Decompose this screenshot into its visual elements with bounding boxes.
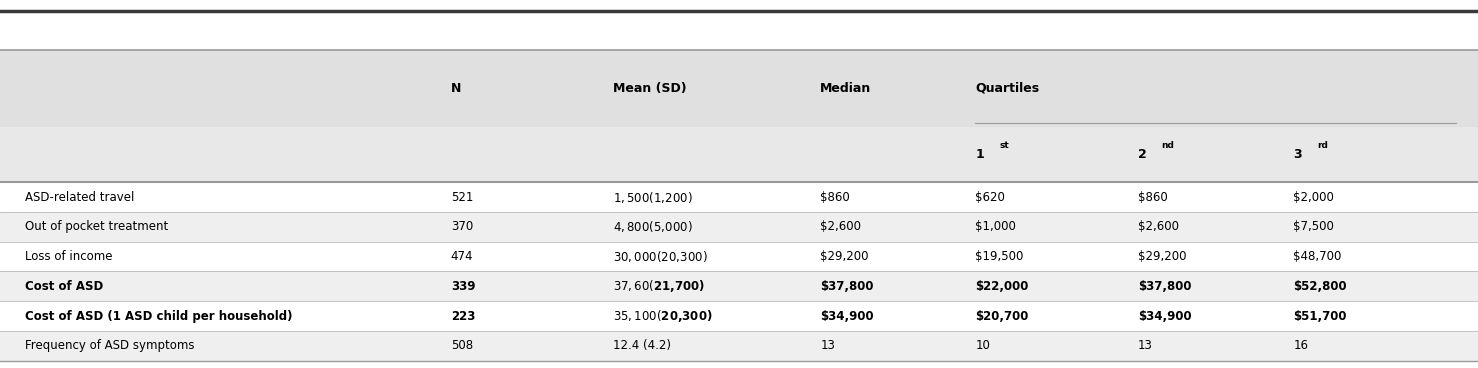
Text: 16: 16	[1293, 339, 1308, 352]
Text: $37,60 ($21,700): $37,60 ($21,700)	[613, 278, 705, 294]
Text: $2,600: $2,600	[820, 220, 862, 233]
Text: $860: $860	[1138, 191, 1168, 204]
Text: 12.4 (4.2): 12.4 (4.2)	[613, 339, 671, 352]
Text: $22,000: $22,000	[975, 280, 1029, 293]
Text: Loss of income: Loss of income	[25, 250, 112, 263]
Text: 10: 10	[975, 339, 990, 352]
Text: $35,100 ($20,300): $35,100 ($20,300)	[613, 308, 712, 324]
Text: $34,900: $34,900	[820, 309, 873, 322]
Bar	[0, 301, 1478, 331]
Bar	[0, 242, 1478, 272]
Text: 3: 3	[1293, 148, 1302, 161]
Text: 508: 508	[451, 339, 473, 352]
Text: $860: $860	[820, 191, 850, 204]
Text: 13: 13	[820, 339, 835, 352]
Bar	[0, 182, 1478, 212]
Text: Cost of ASD (1 ASD child per household): Cost of ASD (1 ASD child per household)	[25, 309, 293, 322]
Text: 521: 521	[451, 191, 473, 204]
Text: 339: 339	[451, 280, 476, 293]
Text: nd: nd	[1162, 141, 1175, 150]
Text: st: st	[999, 141, 1009, 150]
Text: 474: 474	[451, 250, 473, 263]
Text: 13: 13	[1138, 339, 1153, 352]
Text: $7,500: $7,500	[1293, 220, 1335, 233]
Text: $34,900: $34,900	[1138, 309, 1191, 322]
Text: $1,500 ($1,200): $1,500 ($1,200)	[613, 190, 693, 205]
Bar	[0, 331, 1478, 361]
Text: rd: rd	[1317, 141, 1327, 150]
Text: $37,800: $37,800	[1138, 280, 1191, 293]
Text: Frequency of ASD symptoms: Frequency of ASD symptoms	[25, 339, 195, 352]
Text: $19,500: $19,500	[975, 250, 1024, 263]
Text: Out of pocket treatment: Out of pocket treatment	[25, 220, 168, 233]
Text: 223: 223	[451, 309, 474, 322]
Text: $1,000: $1,000	[975, 220, 1017, 233]
Text: Median: Median	[820, 82, 872, 95]
Text: $51,700: $51,700	[1293, 309, 1346, 322]
Text: N: N	[451, 82, 461, 95]
Text: $52,800: $52,800	[1293, 280, 1346, 293]
Text: $48,700: $48,700	[1293, 250, 1342, 263]
Text: $2,600: $2,600	[1138, 220, 1179, 233]
Text: Cost of ASD: Cost of ASD	[25, 280, 103, 293]
Text: $620: $620	[975, 191, 1005, 204]
Text: $2,000: $2,000	[1293, 191, 1335, 204]
Text: 1: 1	[975, 148, 984, 161]
Text: $29,200: $29,200	[1138, 250, 1187, 263]
Text: $30,000 ($20,300): $30,000 ($20,300)	[613, 249, 708, 264]
Bar	[0, 212, 1478, 242]
Bar	[0, 50, 1478, 182]
Bar	[0, 272, 1478, 301]
Text: $29,200: $29,200	[820, 250, 869, 263]
Text: ASD-related travel: ASD-related travel	[25, 191, 134, 204]
Text: Quartiles: Quartiles	[975, 82, 1039, 95]
Bar	[0, 127, 1478, 182]
Text: 2: 2	[1138, 148, 1147, 161]
Text: 370: 370	[451, 220, 473, 233]
Text: $37,800: $37,800	[820, 280, 873, 293]
Text: $4,800 ($5,000): $4,800 ($5,000)	[613, 219, 693, 234]
Text: Mean (SD): Mean (SD)	[613, 82, 687, 95]
Text: $20,700: $20,700	[975, 309, 1029, 322]
